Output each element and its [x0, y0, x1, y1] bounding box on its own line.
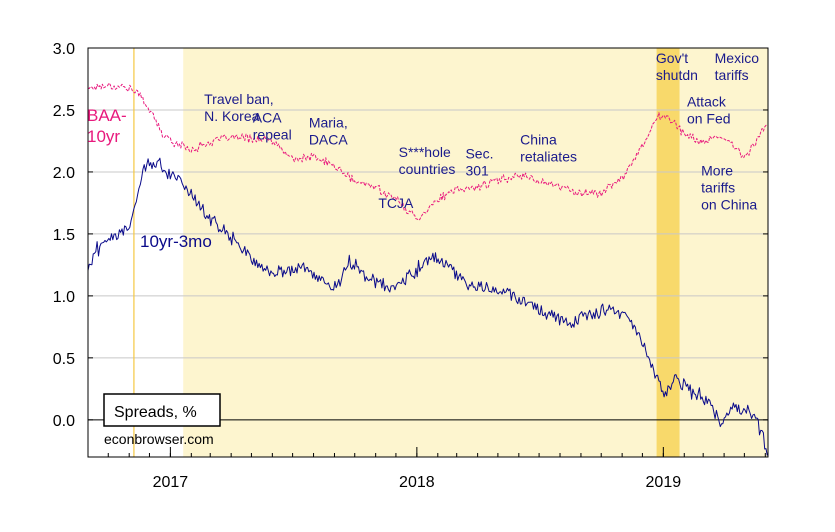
annotation-line: Attack — [687, 93, 727, 109]
series-line-baa-10yr — [87, 82, 768, 221]
credit-text: econbrowser.com — [104, 431, 214, 447]
annotation-text: Gov't shutdn — [656, 50, 698, 83]
annotation-text: S***hole countries — [399, 144, 456, 177]
series-layer — [87, 82, 768, 456]
annotation-line: TCJA — [378, 195, 414, 211]
annotation-line: DACA — [309, 131, 349, 147]
annotation-line: Mexico — [715, 50, 760, 66]
annotation-line: Travel ban, — [204, 91, 274, 107]
annotation-line: countries — [399, 161, 456, 177]
annotation-text: Maria, DACA — [309, 114, 349, 147]
legend-box-frame — [103, 393, 221, 427]
y-tick-label: 1.5 — [53, 227, 75, 244]
shaded-period-shutdown — [656, 48, 680, 457]
y-tick-label: 1.0 — [53, 289, 75, 306]
annotation-text: China retaliates — [520, 132, 577, 165]
annotation-line: Maria, — [309, 114, 348, 130]
annotation-line: retaliates — [520, 149, 577, 165]
annotation-text: More tariffs on China — [701, 163, 757, 213]
plot-frame — [87, 47, 769, 458]
legend-box: Spreads, % — [103, 393, 221, 427]
series-line-10yr-3mo — [87, 157, 768, 456]
x-tick-label: 2018 — [399, 474, 435, 491]
shaded-periods — [183, 48, 768, 457]
y-tick-label: 2.5 — [53, 103, 75, 120]
series-labels: BAA- 10yr 10yr-3mo — [87, 106, 212, 251]
annotation-line: China — [520, 132, 557, 148]
annotation-line: More — [701, 163, 733, 179]
annotation-line: S***hole — [399, 144, 451, 160]
legend-box-text: Spreads, % — [114, 404, 197, 421]
annotation-line: ACA — [253, 109, 282, 125]
y-tick-label: 0.0 — [53, 413, 75, 430]
annotation-text: Attack on Fed — [687, 93, 731, 126]
annotation-line: N. Korea — [204, 108, 259, 124]
x-tick-labels: 2017 2018 2019 — [87, 447, 766, 491]
y-tick-label: 2.0 — [53, 165, 75, 182]
annotation-line: tariffs — [715, 67, 749, 83]
y-tick-label: 0.5 — [53, 351, 75, 368]
series-label: 10yr-3mo — [140, 232, 212, 251]
annotation-text: TCJA — [378, 195, 414, 211]
annotation-line: on China — [701, 197, 757, 213]
y-tick-labels: 3.0 2.5 2.0 1.5 1.0 0.5 0.0 — [53, 41, 768, 430]
annotation-line: tariffs — [701, 180, 735, 196]
annotation-text: Sec. 301 — [465, 145, 493, 178]
annotation-line: Gov't — [656, 50, 688, 66]
series-label: BAA- 10yr — [87, 106, 127, 146]
plot-frame-rect — [87, 47, 769, 458]
x-tick-label: 2017 — [153, 474, 189, 491]
annotation-line: repeal — [253, 126, 292, 142]
annotation-line: Sec. — [465, 145, 493, 161]
annotation-line: on Fed — [687, 110, 731, 126]
annotation-line: 301 — [465, 162, 489, 178]
annotation-line: shutdn — [656, 67, 698, 83]
series-label-line: BAA- — [87, 106, 127, 125]
series-label-line: 10yr — [87, 127, 120, 146]
annotation-text: ACA repeal — [253, 109, 292, 142]
series-label-line: 10yr-3mo — [140, 232, 212, 251]
annotation-text: Travel ban, N. Korea — [204, 91, 274, 124]
x-tick-label: 2019 — [646, 474, 682, 491]
y-tick-label: 3.0 — [53, 41, 75, 58]
annotation-text: Mexico tariffs — [715, 50, 760, 83]
